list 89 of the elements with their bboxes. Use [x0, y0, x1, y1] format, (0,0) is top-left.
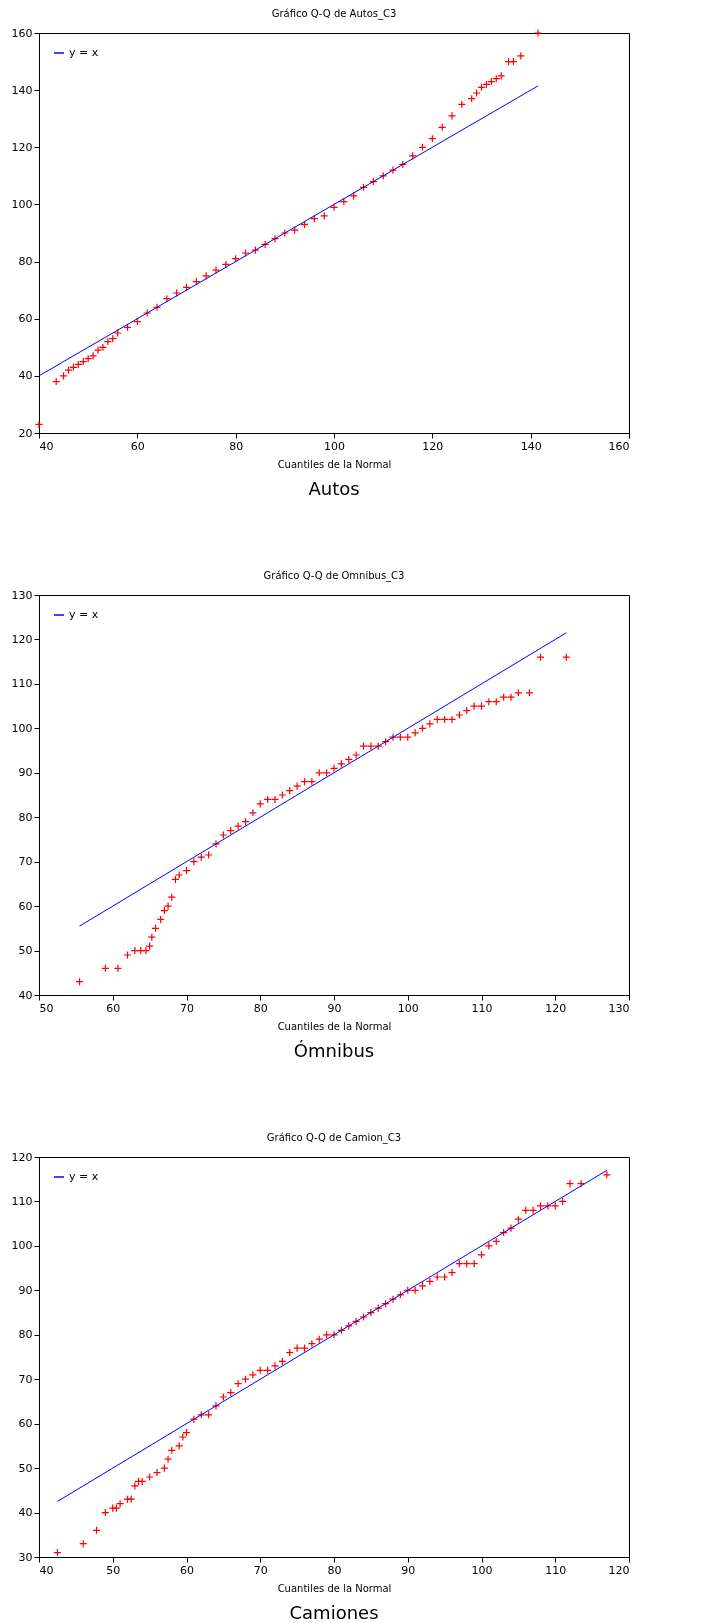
point — [447, 111, 457, 120]
point — [172, 288, 181, 298]
y-tick-label: 120 — [11, 140, 33, 154]
chart-title: Gráfico Q-Q de Omnibus_C3 — [263, 570, 405, 582]
point — [388, 166, 398, 175]
point — [113, 328, 122, 338]
y-tick-label: 50 — [18, 944, 33, 958]
x-tick-label: 70 — [253, 1563, 268, 1577]
x-axis-title: Cuantiles de la Normal — [277, 458, 392, 470]
y-tick-label: 80 — [18, 1328, 33, 1342]
legend-label: y = x — [69, 46, 99, 59]
y-tick-label: 40 — [18, 369, 33, 383]
point — [59, 371, 68, 380]
y-tick-label: 30 — [18, 1550, 33, 1564]
x-tick-label: 120 — [422, 439, 444, 453]
point — [270, 234, 280, 243]
point — [516, 51, 525, 60]
x-tick-label: 120 — [545, 1001, 567, 1015]
y-tick-label: 80 — [18, 255, 33, 269]
y-tick-label: 120 — [11, 632, 33, 646]
x-tick-label: 100 — [324, 439, 345, 453]
y-tick-label: 90 — [18, 1283, 33, 1297]
point — [88, 351, 98, 360]
y-tick-label: 110 — [11, 677, 33, 691]
y-tick-label: 100 — [11, 197, 33, 211]
x-tick-label: 60 — [106, 1001, 121, 1015]
point — [34, 420, 44, 429]
y-tick-label: 130 — [11, 588, 33, 602]
x-axis-title: Cuantiles de la Normal — [277, 1582, 392, 1594]
point — [320, 211, 329, 220]
x-tick-label: 130 — [608, 1001, 630, 1015]
x-tick-label: 60 — [130, 439, 145, 453]
y-tick-label: 140 — [11, 83, 33, 97]
x-tick-label: 40 — [39, 439, 54, 453]
point — [98, 343, 108, 352]
x-tick-label: 120 — [608, 1563, 630, 1577]
x-tick-label: 80 — [229, 439, 244, 453]
chart-title: Gráfico Q-Q de Camion_C3 — [266, 1132, 402, 1144]
y-tick-label: 110 — [11, 1194, 33, 1208]
y-tick-label: 160 — [11, 26, 33, 40]
y-tick-label: 60 — [18, 312, 33, 326]
x-tick-label: 110 — [545, 1563, 567, 1577]
x-tick-label: 80 — [253, 1001, 268, 1015]
x-tick-label: 50 — [106, 1563, 121, 1577]
text: Ómnibus — [293, 1040, 375, 1061]
text: Camiones — [289, 1602, 379, 1623]
text: Autos — [308, 478, 360, 499]
y-tick-label: 70 — [18, 855, 33, 869]
x-tick-label: 100 — [471, 1563, 493, 1577]
point — [64, 366, 73, 375]
y-tick-label: 60 — [18, 1417, 33, 1431]
y-tick-label: 20 — [18, 426, 33, 440]
x-axis-title: Cuantiles de la Normal — [277, 1020, 392, 1032]
y-tick-label: 100 — [11, 1239, 33, 1253]
point — [497, 71, 506, 80]
point — [472, 88, 481, 98]
y-tick-label: 40 — [18, 988, 33, 1002]
point — [533, 28, 543, 38]
legend-label: y = x — [69, 1170, 99, 1183]
point — [408, 151, 417, 160]
y-tick-label: 120 — [11, 1150, 33, 1164]
x-tick-label: 160 — [608, 439, 630, 453]
x-tick-label: 100 — [397, 1001, 419, 1015]
x-tick-label: 90 — [401, 1563, 416, 1577]
y-tick-label: 40 — [18, 1506, 33, 1520]
chart-title: Gráfico Q-Q de Autos_C3 — [271, 8, 397, 20]
point — [329, 203, 339, 212]
x-tick-label: 70 — [180, 1001, 194, 1015]
legend-label: y = x — [69, 608, 99, 621]
point — [241, 248, 250, 258]
x-tick-label: 50 — [39, 1001, 54, 1015]
x-tick-label: 110 — [471, 1001, 493, 1015]
point — [93, 346, 103, 355]
y-tick-label: 50 — [18, 1461, 33, 1475]
point — [290, 226, 299, 235]
y-tick-label: 60 — [18, 899, 33, 913]
x-tick-label: 40 — [39, 1563, 54, 1577]
point — [152, 303, 162, 312]
point — [211, 266, 221, 275]
y-tick-label: 70 — [18, 1372, 33, 1386]
y-tick-label: 80 — [18, 810, 33, 824]
x-tick-label: 80 — [327, 1563, 342, 1577]
point — [202, 271, 211, 280]
y-tick-label: 100 — [11, 721, 33, 735]
y-tick-label: 90 — [18, 766, 33, 780]
x-tick-label: 60 — [180, 1563, 194, 1577]
point — [349, 191, 358, 200]
x-tick-label: 140 — [520, 439, 542, 453]
x-tick-label: 90 — [327, 1001, 342, 1015]
